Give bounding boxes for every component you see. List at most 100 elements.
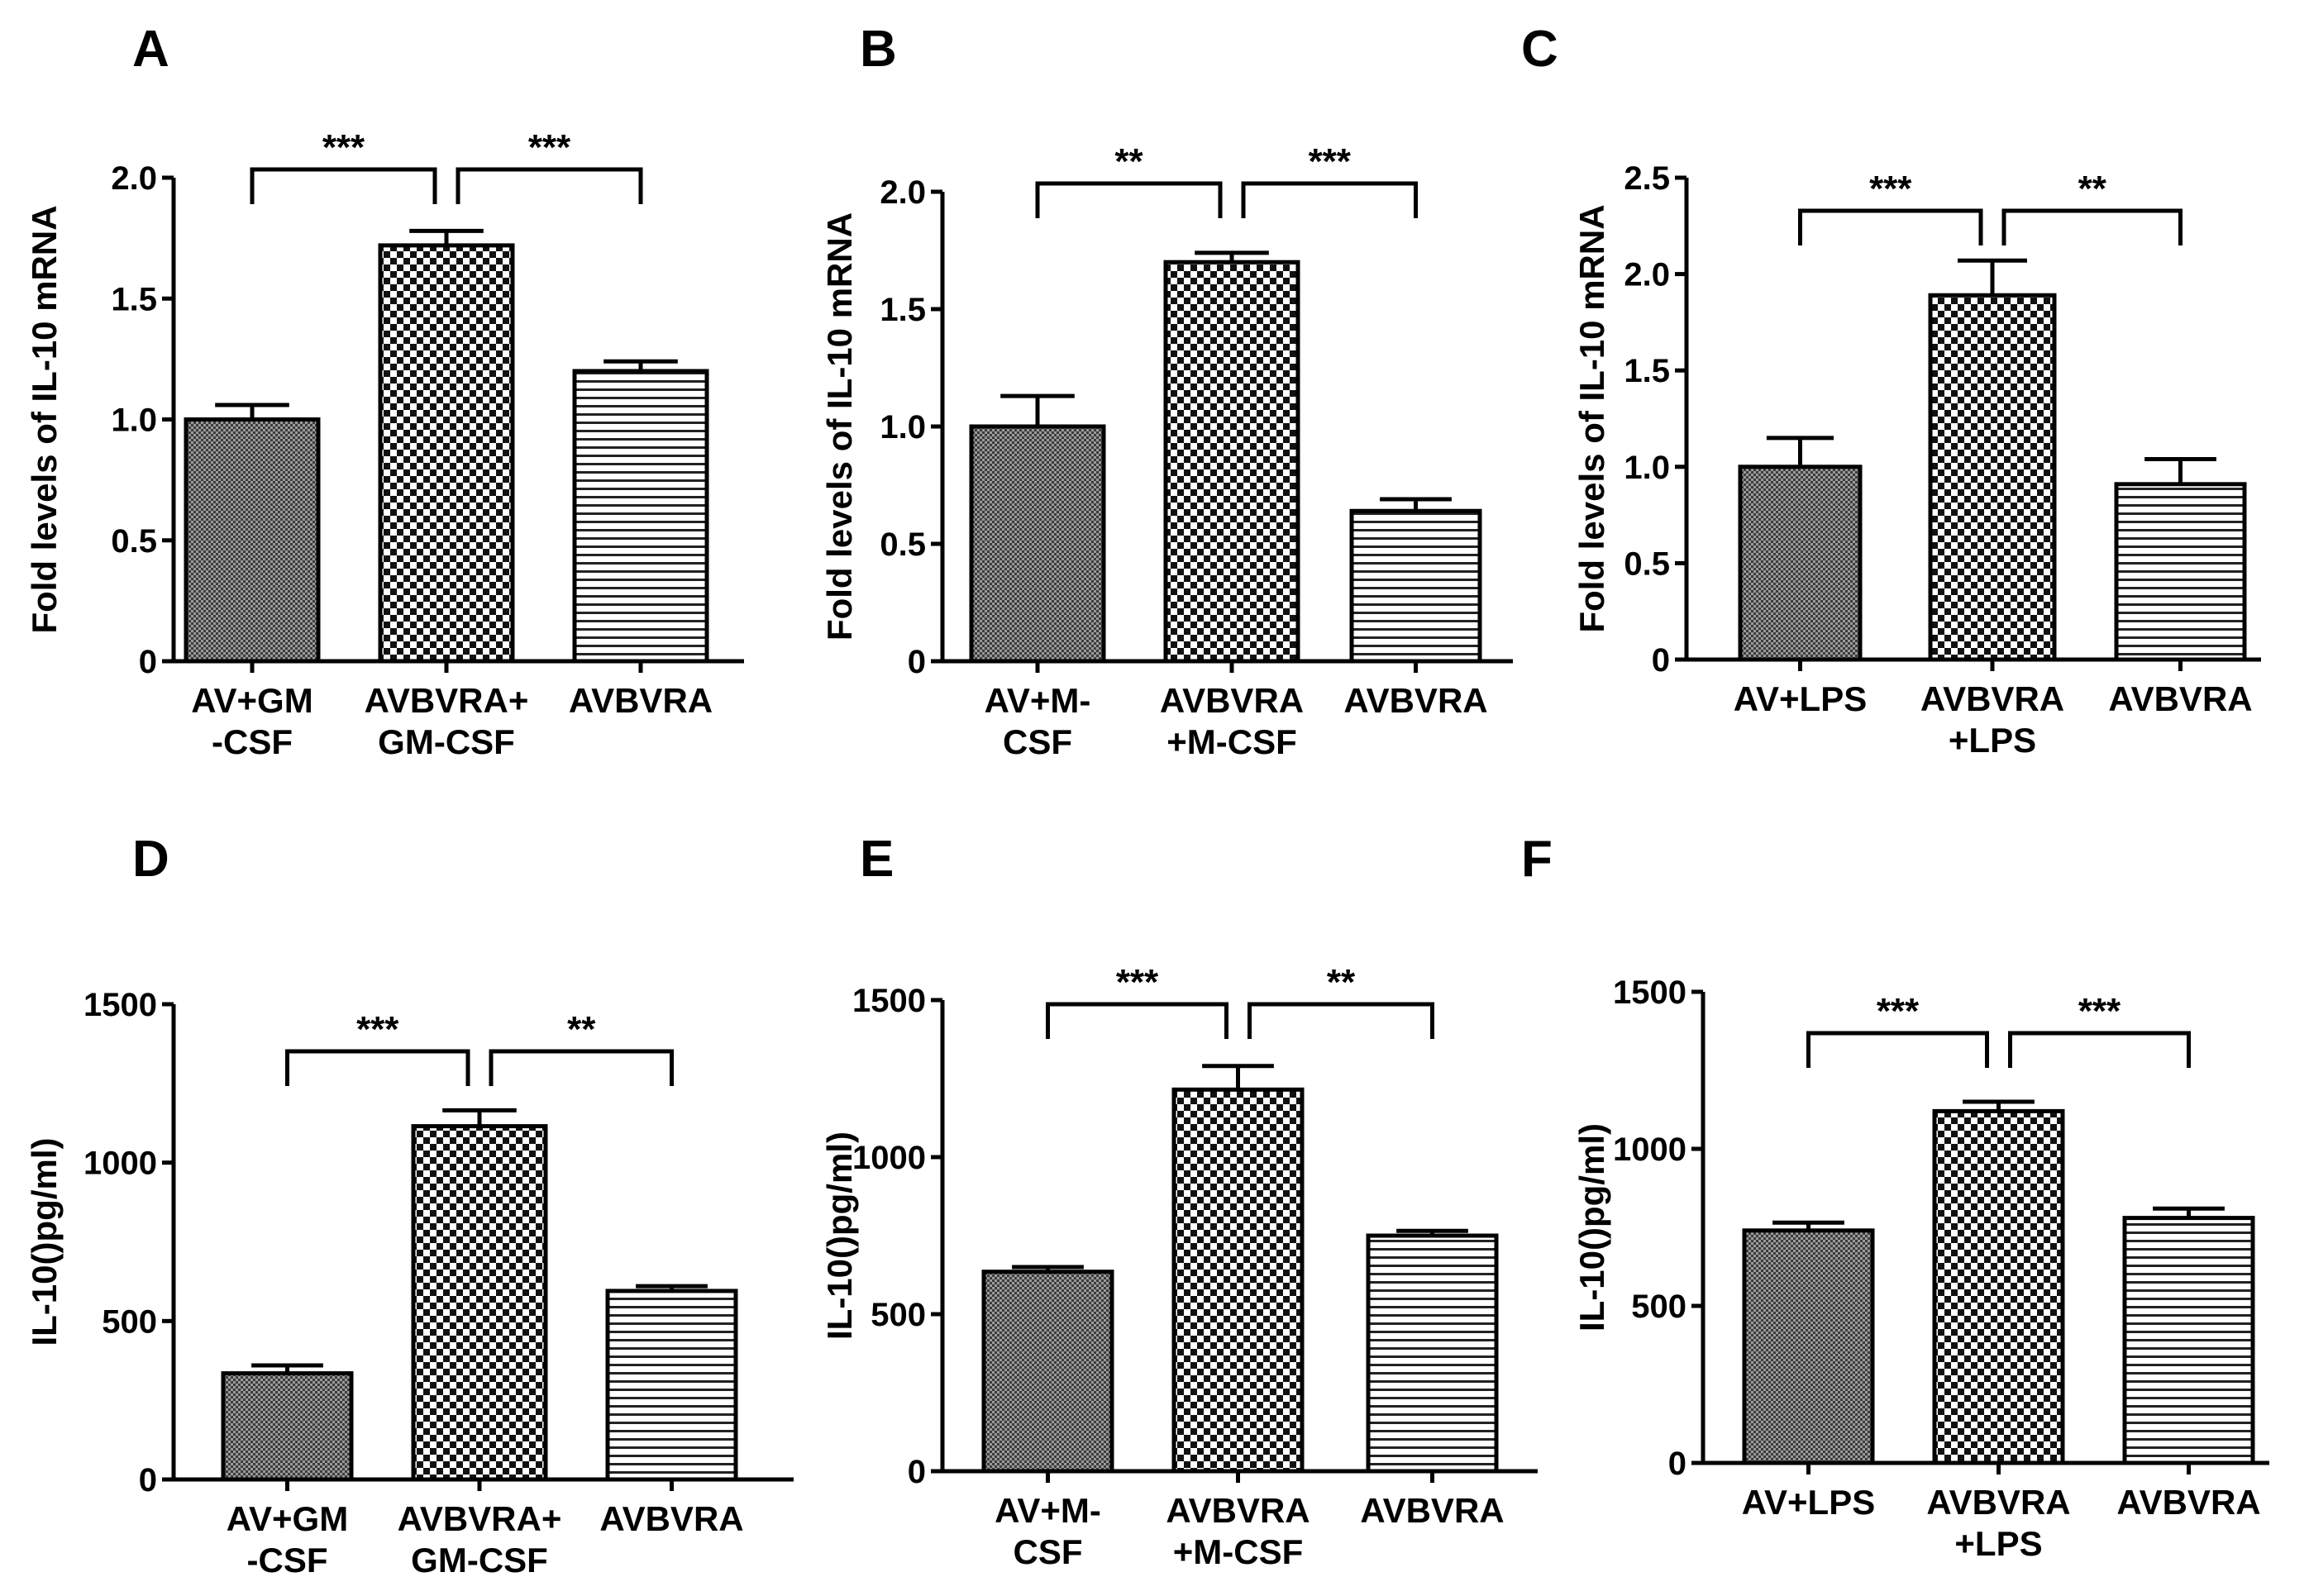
y-axis-label: IL-10()pg/ml) bbox=[1572, 1123, 1611, 1332]
significance-label: *** bbox=[2078, 991, 2121, 1031]
category-label: AVBVRA bbox=[1160, 681, 1304, 720]
bar-1 bbox=[969, 424, 1106, 664]
significance-label: ** bbox=[2078, 169, 2107, 209]
significance-bracket bbox=[285, 1049, 470, 1086]
bar-1 bbox=[184, 417, 321, 664]
significance-label: *** bbox=[356, 1009, 399, 1050]
y-tick-label: 0.5 bbox=[1624, 545, 1670, 582]
significance-label: *** bbox=[322, 127, 365, 168]
y-axis-label: IL-10()pg/ml) bbox=[25, 1138, 64, 1346]
category-label: AVBVRA bbox=[569, 681, 713, 720]
y-tick-label: 1.0 bbox=[1624, 450, 1670, 486]
panel-d: D IL-10()pg/ml) 0 500 1000 1500 AV+GM-CSF AVBVR… bbox=[25, 831, 794, 1579]
y-tick-label: 0 bbox=[908, 1454, 926, 1490]
bar-2 bbox=[1171, 1087, 1305, 1474]
category-label: +M-CSF bbox=[1173, 1532, 1304, 1571]
y-tick-label: 500 bbox=[102, 1303, 157, 1340]
panel-letter: E bbox=[860, 831, 894, 888]
significance-label: ** bbox=[1327, 962, 1356, 1003]
panel-letter: B bbox=[860, 21, 897, 78]
panel-b: B Fold levels of IL-10 mRNA 0 0.5 1.0 1.5 2.0 A… bbox=[820, 21, 1513, 761]
y-tick-label: 1.5 bbox=[880, 292, 926, 328]
y-axis-label: Fold levels of IL-10 mRNA bbox=[1572, 204, 1611, 632]
category-label: AVBVRA bbox=[599, 1499, 743, 1538]
y-axis-label: Fold levels of IL-10 mRNA bbox=[25, 205, 64, 633]
category-label: AV+LPS bbox=[1734, 679, 1867, 718]
y-axis-label: Fold levels of IL-10 mRNA bbox=[820, 212, 859, 641]
category-label: -CSF bbox=[212, 722, 293, 761]
bar-2 bbox=[411, 1124, 548, 1482]
y-tick-label: 500 bbox=[871, 1297, 926, 1333]
category-label: +LPS bbox=[1949, 721, 2036, 760]
significance-label: *** bbox=[1116, 962, 1159, 1003]
y-tick-label: 1500 bbox=[1613, 974, 1686, 1011]
category-label: AVBVRA bbox=[1166, 1491, 1310, 1530]
category-label: CSF bbox=[1003, 722, 1072, 761]
bar-2 bbox=[1163, 260, 1300, 664]
category-label: AVBVRA bbox=[1920, 679, 2064, 718]
panel-letter: C bbox=[1521, 21, 1558, 78]
y-tick-label: 500 bbox=[1631, 1289, 1686, 1325]
bar-2 bbox=[1928, 293, 2057, 662]
category-label: AVBVRA+ bbox=[398, 1499, 562, 1538]
bar-3 bbox=[2114, 482, 2247, 662]
bar-1 bbox=[1738, 465, 1863, 662]
bar-1 bbox=[981, 1270, 1114, 1474]
significance-bracket bbox=[1046, 1002, 1228, 1039]
category-label: +M-CSF bbox=[1166, 722, 1297, 761]
y-tick-label: 0 bbox=[1652, 642, 1670, 679]
y-tick-label: 0 bbox=[908, 644, 926, 680]
y-tick-label: 1.5 bbox=[1624, 353, 1670, 389]
significance-label: *** bbox=[1309, 141, 1352, 182]
panel-letter: D bbox=[132, 831, 169, 888]
y-tick-label: 1000 bbox=[83, 1146, 157, 1182]
significance-label: *** bbox=[1877, 991, 1920, 1031]
significance-bracket bbox=[1248, 1002, 1434, 1039]
panel-c: C Fold levels of IL-10 mRNA 0 0.5 1.0 1.5 2.0 2… bbox=[1521, 21, 2261, 760]
significance-bracket bbox=[1806, 1031, 1989, 1068]
category-label: AV+GM bbox=[227, 1499, 348, 1538]
y-tick-label: 1500 bbox=[852, 983, 926, 1019]
y-tick-label: 0 bbox=[139, 1462, 157, 1498]
y-tick-label: 2.5 bbox=[1624, 160, 1670, 197]
y-tick-label: 1.0 bbox=[111, 403, 157, 439]
y-axis-label: IL-10()pg/ml) bbox=[820, 1131, 859, 1340]
panel-a: A Fold levels of IL-10 mRNA 0 0.5 1.0 1.5 2.0 A… bbox=[25, 21, 744, 761]
significance-bracket bbox=[456, 167, 643, 204]
category-label: -CSF bbox=[247, 1541, 328, 1579]
significance-bracket bbox=[1798, 208, 1983, 245]
y-tick-label: 2.0 bbox=[1624, 257, 1670, 293]
y-tick-label: 2.0 bbox=[880, 174, 926, 211]
significance-bracket bbox=[489, 1049, 674, 1086]
significance-bracket bbox=[1241, 181, 1418, 218]
bar-1 bbox=[1742, 1228, 1875, 1465]
bar-3 bbox=[1349, 508, 1482, 664]
y-tick-label: 0.5 bbox=[880, 526, 926, 563]
significance-label: *** bbox=[528, 127, 571, 168]
category-label: AVBVRA+ bbox=[365, 681, 529, 720]
y-tick-label: 0 bbox=[1668, 1446, 1686, 1482]
bar-1 bbox=[221, 1371, 354, 1482]
category-label: AVBVRA bbox=[1360, 1491, 1504, 1530]
category-label: AV+M- bbox=[995, 1491, 1101, 1530]
y-tick-label: 1.5 bbox=[111, 281, 157, 317]
y-tick-label: 1000 bbox=[1613, 1131, 1686, 1168]
significance-label: ** bbox=[1114, 141, 1143, 182]
y-tick-label: 0.5 bbox=[111, 523, 157, 560]
bar-3 bbox=[572, 369, 709, 664]
significance-label: *** bbox=[1869, 169, 1912, 209]
bar-3 bbox=[2122, 1216, 2255, 1465]
y-tick-label: 1500 bbox=[83, 987, 157, 1023]
bar-3 bbox=[605, 1289, 738, 1482]
panel-letter: F bbox=[1521, 831, 1553, 888]
bar-2 bbox=[378, 243, 515, 664]
category-label: AV+LPS bbox=[1742, 1483, 1875, 1522]
bar-2 bbox=[1932, 1108, 2065, 1465]
category-label: AV+GM bbox=[191, 681, 312, 720]
bar-3 bbox=[1366, 1233, 1499, 1474]
category-label: GM-CSF bbox=[411, 1541, 548, 1579]
y-tick-label: 1000 bbox=[852, 1140, 926, 1176]
significance-bracket bbox=[2001, 208, 2183, 245]
